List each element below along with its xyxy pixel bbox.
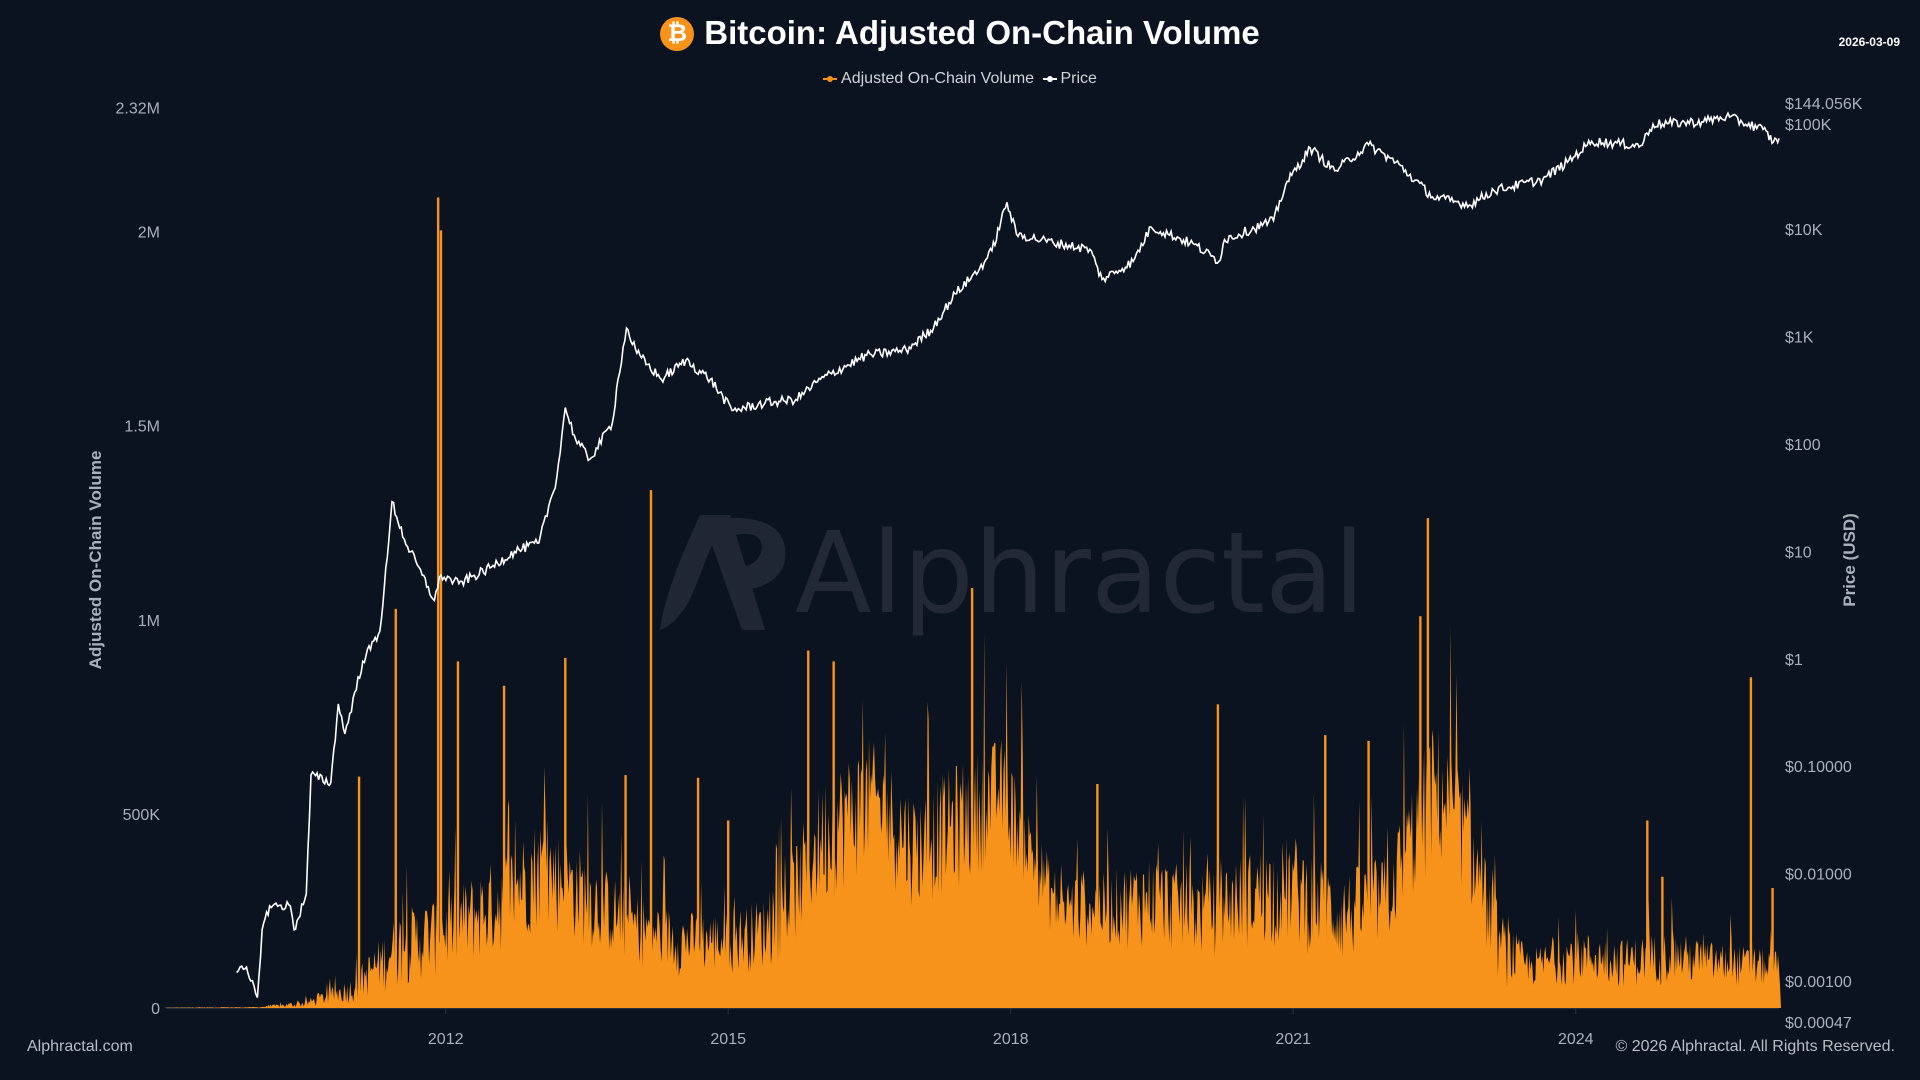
y-tick-label: 1M	[138, 613, 160, 630]
y-tick-label: 500K	[123, 807, 161, 824]
y2-tick-label: $0.01000	[1785, 867, 1852, 884]
y2-tick-label: $0.00100	[1785, 974, 1852, 991]
y-tick-label: 1.5M	[124, 419, 160, 436]
legend-item-price[interactable]: Price	[1042, 70, 1097, 88]
chart-title: ₿ Bitcoin: Adjusted On-Chain Volume	[0, 14, 1920, 52]
y-tick-label: 2.32M	[116, 100, 160, 117]
y2-tick-label: $144.056K	[1785, 96, 1863, 113]
footer-copyright: © 2026 Alphractal. All Rights Reserved.	[1615, 1038, 1896, 1055]
title-text: Bitcoin: Adjusted On-Chain Volume	[704, 14, 1260, 51]
x-tick-label: 2018	[993, 1031, 1029, 1048]
watermark: Alphractal	[660, 509, 1365, 639]
legend-label: Adjusted On-Chain Volume	[841, 70, 1035, 87]
date-stamp: 2026-03-09	[1838, 35, 1900, 49]
legend-label: Price	[1060, 70, 1097, 87]
legend: Adjusted On-Chain Volume Price	[0, 67, 1920, 88]
y2-tick-label: $10	[1785, 544, 1812, 561]
x-tick-label: 2015	[710, 1031, 746, 1048]
x-tick-label: 2024	[1558, 1031, 1594, 1048]
y-tick-label: 0	[151, 1001, 160, 1018]
price-series-line	[236, 111, 1780, 998]
y2-tick-label: $100	[1785, 437, 1821, 454]
bitcoin-icon: ₿	[660, 17, 695, 51]
y2-tick-label: $100K	[1785, 117, 1832, 134]
footer-site-link[interactable]: Alphractal.com	[27, 1038, 133, 1055]
x-tick-label: 2012	[428, 1031, 464, 1048]
y2-tick-label: $10K	[1785, 222, 1823, 239]
price-swatch-icon	[1042, 76, 1057, 82]
watermark-text: Alphractal	[795, 509, 1365, 639]
y2-tick-label: $0.00047	[1785, 1015, 1852, 1032]
y-tick-label: 2M	[138, 225, 160, 242]
y2-tick-label: $1	[1785, 652, 1803, 669]
y-axis-title: Adjusted On-Chain Volume	[86, 451, 105, 670]
y2-tick-label: $1K	[1785, 330, 1814, 347]
volume-swatch-icon	[823, 76, 838, 82]
y2-axis-title: Price (USD)	[1840, 513, 1859, 607]
x-tick-label: 2021	[1275, 1031, 1311, 1048]
legend-item-volume[interactable]: Adjusted On-Chain Volume	[823, 70, 1034, 88]
y2-tick-label: $0.10000	[1785, 759, 1852, 776]
alphractal-logo-icon	[660, 515, 786, 630]
